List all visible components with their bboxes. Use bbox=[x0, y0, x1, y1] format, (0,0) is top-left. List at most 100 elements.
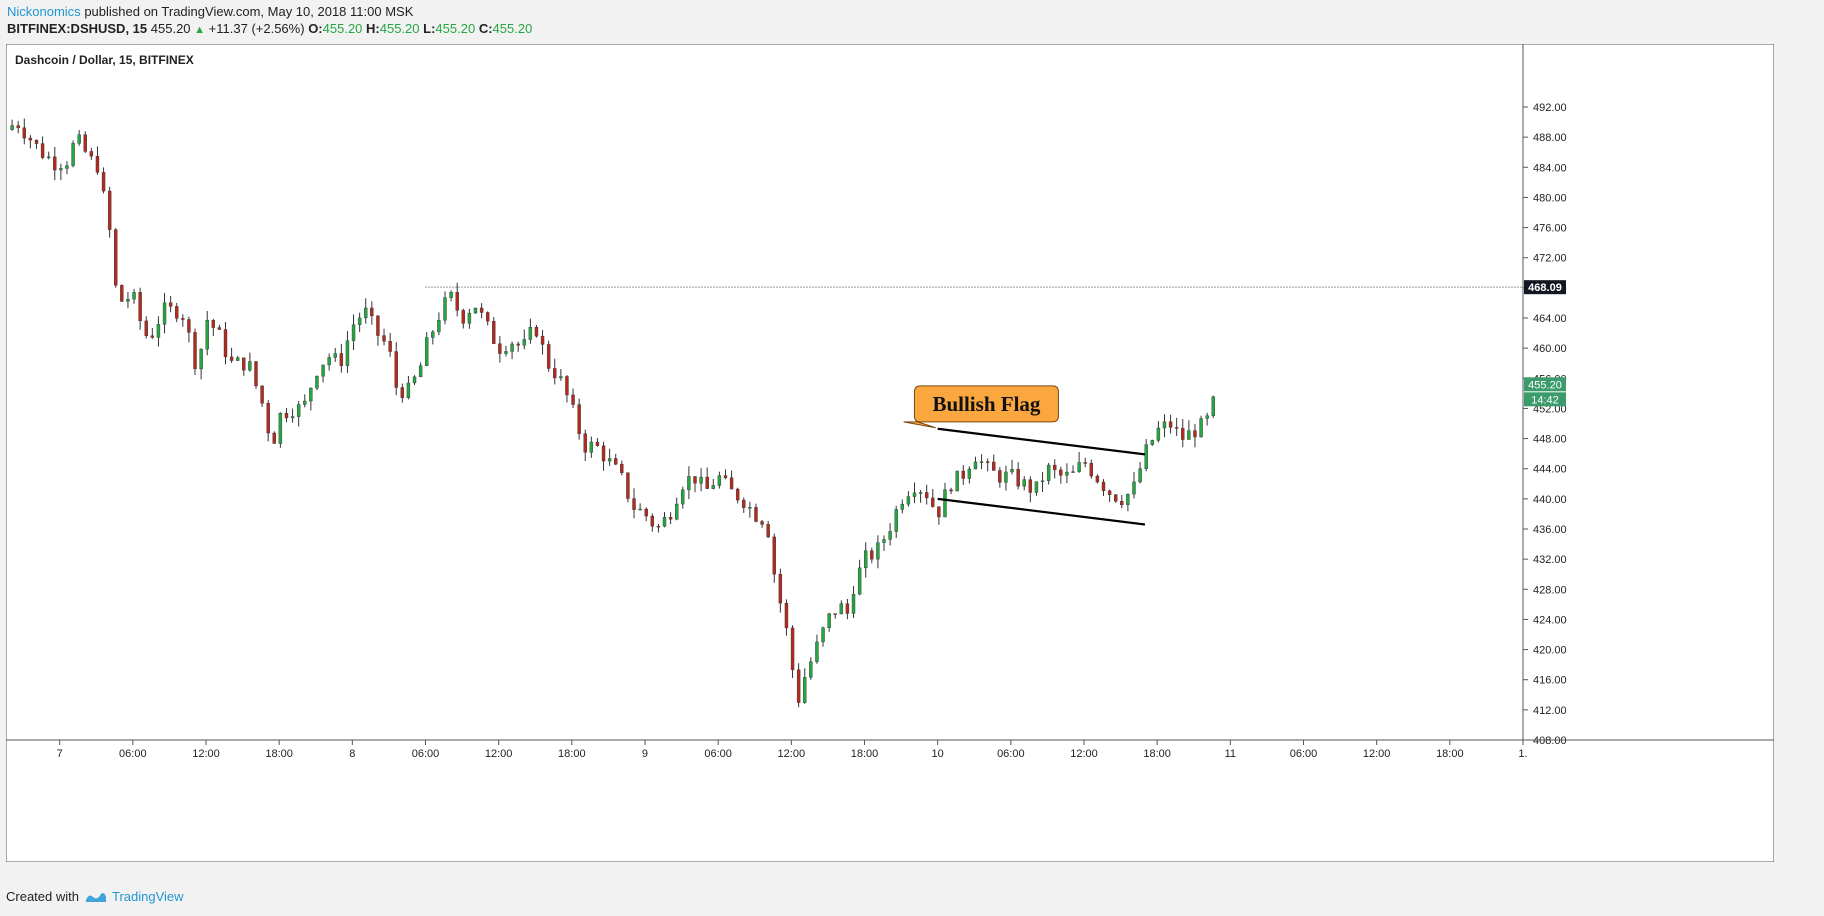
time-tick-label: 18:00 bbox=[1436, 748, 1464, 760]
candle-up bbox=[1010, 469, 1014, 473]
candle-up bbox=[687, 476, 691, 491]
candle-down bbox=[107, 190, 112, 230]
candle-down bbox=[772, 536, 776, 575]
candle-up bbox=[912, 492, 917, 497]
candle-up bbox=[522, 339, 526, 346]
plot-background bbox=[6, 44, 1774, 862]
candle-down bbox=[540, 335, 545, 345]
flag-upper-line bbox=[937, 427, 1146, 456]
price-change: +11.37 (+2.56%) bbox=[208, 21, 305, 36]
candle-up bbox=[46, 156, 51, 159]
candle-down bbox=[626, 472, 630, 499]
candle-up bbox=[309, 387, 313, 402]
candle-down bbox=[693, 476, 697, 484]
time-tick-label: 18:00 bbox=[1143, 748, 1171, 760]
author-link[interactable]: Nickonomics bbox=[7, 4, 81, 19]
time-tick-label: 12:00 bbox=[1363, 748, 1391, 760]
callout-text: Bullish Flag bbox=[932, 392, 1040, 416]
low-value: 455.20 bbox=[435, 21, 476, 36]
tradingview-link[interactable]: TradingView bbox=[85, 889, 184, 904]
price-tick-label: 412.00 bbox=[1533, 705, 1567, 717]
price-tick-label: 428.00 bbox=[1533, 584, 1567, 596]
candle-up bbox=[278, 412, 283, 444]
candle-down bbox=[632, 498, 636, 510]
price-tick-label: 480.00 bbox=[1533, 192, 1567, 204]
callout-box bbox=[903, 385, 1059, 429]
candle-down bbox=[723, 475, 728, 479]
candle-down bbox=[28, 137, 33, 141]
candle-down bbox=[144, 320, 148, 336]
price-tick-label: 492.00 bbox=[1533, 102, 1567, 114]
candle-up bbox=[1150, 440, 1154, 445]
price-tick-label: 436.00 bbox=[1533, 524, 1567, 536]
high-value: 455.20 bbox=[379, 21, 420, 36]
candle-down bbox=[778, 573, 783, 604]
candle-up bbox=[321, 364, 325, 377]
candle-down bbox=[101, 172, 106, 192]
time-tick-label: 18:00 bbox=[265, 748, 293, 760]
candle-down bbox=[193, 332, 197, 370]
price-tick-label: 488.00 bbox=[1533, 132, 1567, 144]
price-tick-label: 432.00 bbox=[1533, 554, 1567, 566]
candle-down bbox=[53, 156, 57, 171]
time-tick-label: 06:00 bbox=[997, 748, 1025, 760]
chart-area[interactable]: Dashcoin / Dollar, 15, BITFINEX 408.00 41… bbox=[6, 44, 1774, 862]
candle-down bbox=[492, 320, 496, 344]
candle-down bbox=[479, 307, 484, 313]
candle-up bbox=[126, 298, 130, 302]
candle-down bbox=[400, 387, 405, 398]
time-tick-label: 10 bbox=[932, 748, 944, 760]
candle-down bbox=[16, 125, 20, 129]
candle-up bbox=[65, 165, 69, 169]
candle-up bbox=[1040, 480, 1045, 483]
candle-down bbox=[614, 458, 618, 465]
candle-up bbox=[857, 567, 862, 595]
candle-up bbox=[918, 492, 923, 494]
candle-down bbox=[339, 353, 344, 366]
published-text: published on TradingView.com, May 10, 20… bbox=[84, 4, 414, 19]
candle-down bbox=[577, 404, 581, 434]
chart-title: Dashcoin / Dollar, 15, BITFINEX bbox=[15, 53, 194, 67]
candle-up bbox=[504, 351, 508, 354]
candle-down bbox=[845, 603, 850, 614]
price-tick-label: 448.00 bbox=[1533, 434, 1567, 446]
created-with-text: Created with bbox=[6, 889, 79, 904]
time-tick-label: 11 bbox=[1225, 748, 1236, 760]
candle-up bbox=[357, 317, 362, 325]
candle-up bbox=[711, 485, 715, 489]
candle-up bbox=[900, 503, 904, 510]
candle-up bbox=[406, 382, 411, 398]
close-label: C: bbox=[478, 21, 493, 36]
candle-down bbox=[668, 517, 673, 520]
time-tick-label: 12:00 bbox=[192, 748, 220, 760]
candle-up bbox=[1187, 430, 1191, 440]
candle-down bbox=[382, 335, 386, 342]
low-label: L: bbox=[423, 21, 436, 36]
candle-down bbox=[40, 143, 45, 158]
candle-down bbox=[242, 357, 246, 371]
price-tick-label: 452.00 bbox=[1533, 403, 1567, 415]
bullish-flag-callout[interactable]: Bullish Flag bbox=[903, 385, 1059, 429]
time-axis[interactable]: 7 06:00 12:00 18:00 8 06:00 12:00 18:00 9 06:00 12… bbox=[6, 739, 1774, 760]
candle-down bbox=[1120, 501, 1124, 506]
candle-down bbox=[1181, 428, 1185, 440]
open-label: O: bbox=[308, 21, 323, 36]
flag-channel[interactable] bbox=[937, 427, 1146, 526]
candle-down bbox=[1101, 481, 1106, 492]
tradingview-brand-text: TradingView bbox=[111, 889, 184, 904]
candle-up bbox=[717, 475, 722, 486]
price-axis[interactable]: 408.00 412.00 416.00 420.00 424.00 428.00 432.… bbox=[1522, 44, 1567, 747]
candlestick-chart[interactable]: Dashcoin / Dollar, 15, BITFINEX 408.00 41… bbox=[6, 44, 1774, 862]
candle-up bbox=[412, 376, 417, 384]
price-tick-label: 408.00 bbox=[1533, 735, 1567, 747]
candle-up bbox=[839, 603, 844, 615]
last-price-label: 455.20 bbox=[1528, 379, 1562, 391]
candle-up bbox=[1211, 396, 1215, 416]
candle-up bbox=[132, 292, 136, 300]
candle-up bbox=[162, 302, 167, 325]
candle-down bbox=[1083, 462, 1087, 464]
price-tick-label: 440.00 bbox=[1533, 494, 1567, 506]
candle-down bbox=[705, 476, 709, 489]
candle-up bbox=[955, 470, 959, 492]
candle-up bbox=[1077, 462, 1081, 472]
